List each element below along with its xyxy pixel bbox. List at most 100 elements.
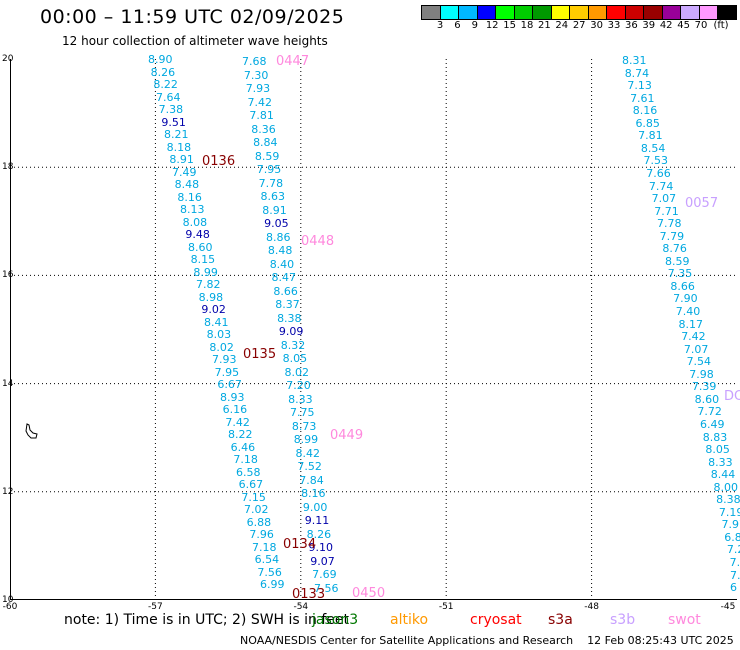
wave-height-value: 9.09 bbox=[278, 325, 304, 338]
map-frame bbox=[10, 59, 737, 600]
wave-height-value: 7.42 bbox=[247, 95, 273, 109]
satellite-legend-item: s3b bbox=[610, 612, 636, 628]
wave-height-value: 8.16 bbox=[301, 487, 326, 500]
wave-height-value: 8.32 bbox=[280, 338, 306, 352]
pass-label: 0133 bbox=[292, 587, 326, 602]
wave-height-value: 7.98 bbox=[689, 367, 714, 381]
satellite-legend-item: altiko bbox=[390, 612, 429, 628]
wave-height-value: 8.13 bbox=[180, 203, 205, 216]
wave-height-value: 8.22 bbox=[153, 78, 178, 91]
wave-height-value: 8.99 bbox=[293, 433, 319, 446]
wave-height-value: 7.95 bbox=[256, 163, 282, 176]
color-scale-swatch bbox=[476, 5, 496, 20]
page-title: 00:00 – 11:59 UTC 02/09/2025 bbox=[40, 6, 345, 28]
lat-tick-label: 20 bbox=[2, 54, 14, 64]
wave-height-value: 7.96 bbox=[249, 528, 274, 541]
wave-height-value: 7.54 bbox=[686, 355, 712, 369]
wave-height-value: 7.39 bbox=[691, 380, 717, 394]
wave-height-value: 6.67 bbox=[217, 378, 242, 391]
lat-tick-label: 12 bbox=[2, 486, 14, 497]
wave-height-value: 6.49 bbox=[700, 417, 725, 431]
wave-height-value: 7.79 bbox=[659, 229, 685, 243]
color-scale-label: 27 bbox=[572, 20, 586, 31]
page-subtitle: 12 hour collection of altimeter wave hei… bbox=[62, 34, 328, 48]
wave-height-value: 7.35 bbox=[667, 267, 693, 281]
wave-height-value: 7.19 bbox=[718, 505, 740, 519]
wave-height-value: 8.59 bbox=[254, 149, 280, 163]
color-scale-label: 21 bbox=[538, 20, 551, 31]
pass-label: DO bbox=[724, 389, 740, 404]
wave-height-value: 7.15 bbox=[241, 490, 266, 504]
satellite-legend-item: s3a bbox=[548, 612, 573, 628]
wave-height-value: 8.00 bbox=[713, 480, 738, 494]
wave-height-value: 7.07 bbox=[683, 342, 709, 356]
wave-height-value: 8.93 bbox=[220, 390, 245, 404]
pass-label: 0448 bbox=[301, 234, 335, 249]
footer-note: note: 1) Time is in UTC; 2) SWH is in fe… bbox=[64, 612, 350, 628]
wave-height-value: 7.49 bbox=[172, 165, 197, 179]
color-scale-label: 42 bbox=[659, 20, 673, 31]
wave-height-value: 8.21 bbox=[164, 128, 189, 141]
color-scale-label: 24 bbox=[555, 20, 569, 31]
wave-height-value: 7.75 bbox=[290, 406, 315, 419]
wave-height-value: 7.18 bbox=[233, 453, 258, 466]
wave-height-value: 7.84 bbox=[299, 473, 324, 487]
lat-tick-label: 16 bbox=[2, 270, 14, 281]
lon-tick-label: -57 bbox=[148, 602, 163, 612]
wave-height-value: 8.16 bbox=[177, 190, 202, 204]
pass-label: 0447 bbox=[276, 54, 310, 69]
island-outline bbox=[25, 423, 38, 439]
wave-height-value: 7.68 bbox=[242, 55, 267, 68]
wave-height-value: 7.72 bbox=[697, 405, 722, 419]
wave-height-value: 8.33 bbox=[708, 455, 733, 469]
pass-label: 0134 bbox=[283, 537, 317, 552]
wave-height-value: 7.53 bbox=[643, 154, 669, 168]
wave-height-value: 7.95 bbox=[214, 365, 240, 379]
pass-label: 0450 bbox=[352, 586, 386, 601]
wave-height-value: 8.73 bbox=[291, 419, 317, 433]
wave-height-value: 7.42 bbox=[225, 415, 250, 429]
wave-height-value: 6.85 bbox=[635, 116, 660, 130]
wave-height-value: 8.31 bbox=[622, 54, 647, 67]
wave-height-value: 7. bbox=[730, 568, 740, 582]
wave-height-value: 7.56 bbox=[257, 565, 282, 579]
wave-height-value: 8.54 bbox=[640, 141, 666, 155]
wave-height-value: 8.91 bbox=[169, 153, 194, 166]
wave-height-value: 6.67 bbox=[238, 478, 264, 491]
wave-height-value: 7.93 bbox=[212, 353, 237, 366]
wave-height-value: 9.11 bbox=[304, 514, 330, 527]
wave-height-value: 8.99 bbox=[193, 265, 218, 279]
wave-height-value: 8.63 bbox=[260, 190, 285, 203]
wave-height-value: 8.03 bbox=[206, 328, 232, 341]
wave-height-value: 8.90 bbox=[148, 53, 173, 66]
color-scale-label: 45 bbox=[677, 20, 690, 31]
wave-height-value: 8.60 bbox=[188, 240, 213, 254]
color-scale-label: 6 bbox=[454, 20, 461, 31]
wave-height-value: 8.48 bbox=[174, 178, 200, 191]
wave-height-value: 8.74 bbox=[624, 66, 650, 80]
wave-height-value: 7.40 bbox=[675, 305, 701, 318]
wave-height-value: 8.38 bbox=[716, 493, 740, 507]
wave-height-value: 7.93 bbox=[245, 82, 271, 95]
wave-height-value: 9.05 bbox=[264, 217, 289, 230]
lon-tick-label: -60 bbox=[2, 602, 18, 612]
wave-height-value: 7.74 bbox=[648, 179, 674, 193]
lon-tick-label: -51 bbox=[438, 602, 454, 612]
wave-height-value: 7.71 bbox=[654, 204, 679, 218]
wave-height-value: 7.78 bbox=[258, 176, 284, 190]
pass-label: 0136 bbox=[202, 154, 236, 169]
wave-height-value: 7.82 bbox=[196, 278, 221, 291]
wave-height-value: 9.00 bbox=[302, 500, 328, 514]
wave-height-value: 8.48 bbox=[267, 244, 293, 257]
color-scale-swatch bbox=[698, 5, 718, 20]
color-scale-label: 70 bbox=[694, 20, 708, 31]
lat-tick-label: 14 bbox=[2, 378, 14, 389]
wave-height-value: 9.51 bbox=[161, 115, 186, 129]
wave-height-value: 7.02 bbox=[244, 503, 269, 516]
color-scale-label: 39 bbox=[642, 20, 656, 31]
wave-height-value: 7.38 bbox=[158, 103, 184, 116]
wave-height-value: 7.78 bbox=[656, 217, 682, 231]
wave-height-value: 7.20 bbox=[286, 379, 311, 392]
footer-credit: NOAA/NESDIS Center for Satellite Applica… bbox=[240, 634, 734, 647]
wave-height-value: 9.02 bbox=[201, 303, 226, 316]
